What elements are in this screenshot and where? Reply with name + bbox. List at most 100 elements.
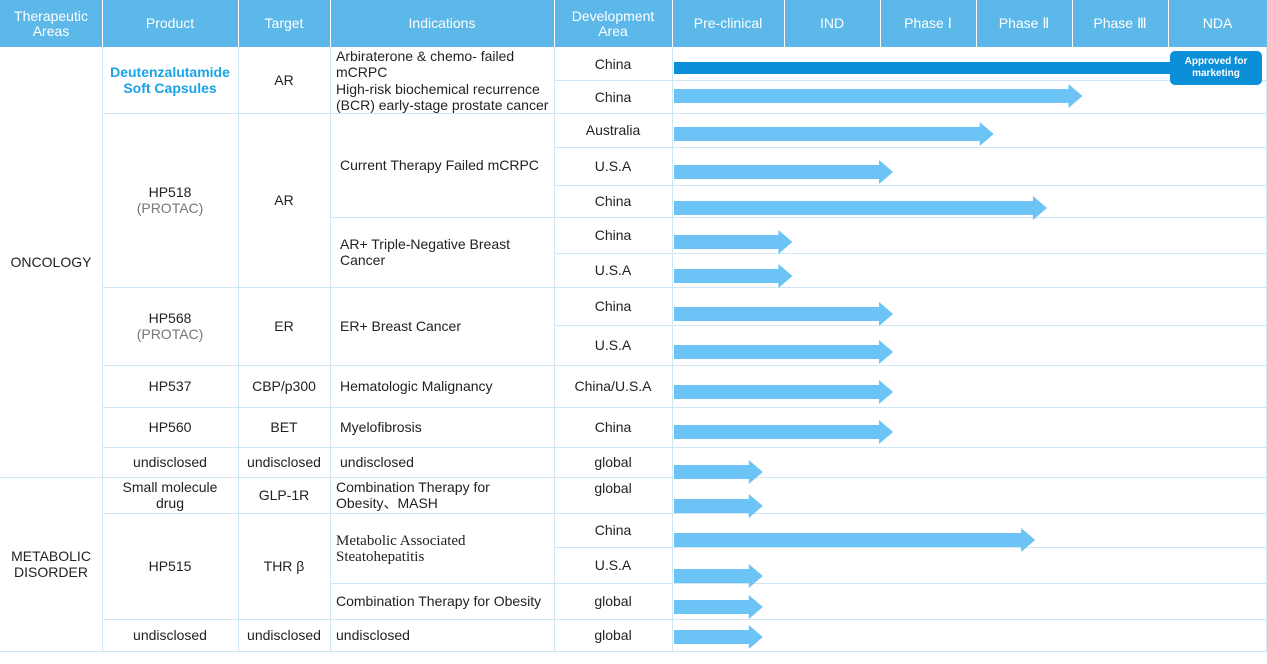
- grid-line: [102, 113, 1267, 114]
- grid-line: [102, 447, 1267, 448]
- grid-line: [554, 47, 555, 651]
- target-cell: GLP-1R: [258, 487, 310, 503]
- progress-arrow: [674, 264, 793, 288]
- development-area-cell: China: [594, 193, 632, 209]
- header-indications: Indications: [408, 15, 476, 31]
- development-area-cell: China: [594, 55, 632, 72]
- target-cell: undisclosed: [247, 627, 321, 643]
- product-hp515: HP515: [148, 558, 192, 574]
- progress-arrow: [674, 230, 793, 254]
- development-area-cell: global: [594, 480, 632, 496]
- header-phase-1: Phase Ⅰ: [904, 15, 952, 31]
- progress-arrow: [674, 564, 763, 588]
- area-metabolic-disorder: METABOLIC DISORDER: [11, 548, 91, 580]
- grid-line: [672, 47, 673, 651]
- progress-arrow: [674, 340, 894, 364]
- development-area-cell: China/U.S.A: [574, 378, 652, 394]
- progress-arrow: [674, 595, 763, 619]
- target-cell: AR: [274, 72, 294, 88]
- development-area-cell: global: [594, 593, 632, 609]
- indication-cell: Metabolic Associated Steatohepatitis: [336, 533, 466, 565]
- product-undisclosed: undisclosed: [133, 627, 207, 643]
- grid-line: [102, 47, 103, 651]
- progress-arrow: [674, 196, 1047, 220]
- header-pre-clinical: Pre-clinical: [693, 15, 763, 31]
- development-area-cell: China: [594, 419, 632, 435]
- development-area-cell: China: [594, 522, 632, 538]
- header-divider: [976, 0, 977, 47]
- header-divider: [1072, 0, 1073, 47]
- grid-line: [330, 217, 1267, 218]
- indication-cell: Combination Therapy for Obesity: [336, 593, 542, 609]
- product-undisclosed: undisclosed: [133, 454, 207, 470]
- grid-line: [554, 547, 1267, 548]
- grid-line: [102, 407, 1267, 408]
- progress-arrow: [674, 494, 763, 518]
- development-area-cell: U.S.A: [594, 262, 632, 278]
- progress-arrow: [674, 460, 763, 484]
- header-divider: [784, 0, 785, 47]
- target-cell: AR: [274, 192, 294, 208]
- development-area-cell: China: [594, 298, 632, 314]
- area-oncology: ONCOLOGY: [10, 254, 92, 270]
- product-hp568: HP568 (PROTAC): [102, 287, 238, 365]
- indication-cell: Myelofibrosis: [340, 419, 422, 435]
- grid-line: [102, 619, 1267, 620]
- target-cell: undisclosed: [247, 454, 321, 470]
- product-name: HP518: [148, 184, 192, 200]
- development-area-cell: global: [594, 454, 632, 470]
- indication-cell: undisclosed: [340, 454, 414, 470]
- header-target: Target: [264, 15, 304, 31]
- target-cell: ER: [274, 318, 294, 334]
- development-area-cell: U.S.A: [594, 337, 632, 353]
- grid-line: [554, 147, 1267, 148]
- header-divider: [238, 0, 239, 47]
- header-ind: IND: [819, 15, 845, 31]
- header-divider: [672, 0, 673, 47]
- progress-arrow: [674, 160, 894, 184]
- target-cell: BET: [270, 419, 298, 435]
- grid-line: [0, 477, 102, 478]
- development-area-cell: U.S.A: [594, 158, 632, 174]
- header-divider: [1168, 0, 1169, 47]
- approved-bar: [674, 62, 1172, 74]
- header-phase-3: Phase Ⅲ: [1093, 15, 1147, 31]
- grid-line: [554, 185, 1267, 186]
- progress-arrow: [674, 302, 894, 326]
- indication-cell: High-risk biochemical recurrence (BCR) e…: [336, 80, 549, 113]
- indication-cell: undisclosed: [336, 627, 410, 643]
- header-divider: [102, 0, 103, 47]
- grid-line: [102, 287, 1267, 288]
- product-hp560: HP560: [148, 419, 192, 435]
- header-development-area: Development Area: [571, 7, 655, 39]
- header-divider: [330, 0, 331, 47]
- product-small-molecule-drug: Small molecule drug: [122, 479, 218, 511]
- indication-cell: Arbiraterone & chemo- failed mCRPC: [336, 47, 515, 80]
- grid-line: [238, 47, 239, 651]
- header-row: [0, 0, 1267, 47]
- indication-cell: Combination Therapy for Obesity、MASH: [336, 479, 490, 511]
- grid-line: [554, 253, 1267, 254]
- header-divider: [880, 0, 881, 47]
- indication-cell: ER+ Breast Cancer: [340, 318, 461, 334]
- progress-arrow: [674, 420, 894, 444]
- header-phase-2: Phase Ⅱ: [998, 15, 1050, 31]
- grid-line: [330, 47, 331, 651]
- header-nda: NDA: [1202, 15, 1233, 31]
- development-area-cell: U.S.A: [594, 557, 632, 573]
- grid-line: [554, 325, 1267, 326]
- development-area-cell: global: [594, 627, 632, 643]
- product-hp537: HP537: [148, 378, 192, 394]
- grid-line: [554, 80, 1267, 81]
- grid-line: [0, 651, 1267, 652]
- product-deutenzalutamide: Deutenzalutamide Soft Capsules: [110, 64, 230, 96]
- indication-cell: Current Therapy Failed mCRPC: [340, 157, 539, 173]
- target-cell: CBP/p300: [252, 378, 316, 394]
- indication-cell: AR+ Triple-Negative Breast Cancer: [340, 236, 511, 268]
- grid-line: [330, 583, 1267, 584]
- product-hp518: HP518 (PROTAC): [102, 113, 238, 287]
- development-area-cell: Australia: [585, 122, 641, 138]
- grid-line: [102, 365, 1267, 366]
